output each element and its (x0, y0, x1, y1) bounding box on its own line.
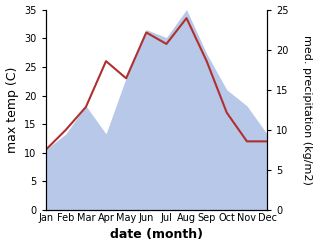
Y-axis label: med. precipitation (kg/m2): med. precipitation (kg/m2) (302, 35, 313, 185)
Y-axis label: max temp (C): max temp (C) (5, 67, 18, 153)
X-axis label: date (month): date (month) (110, 228, 203, 242)
